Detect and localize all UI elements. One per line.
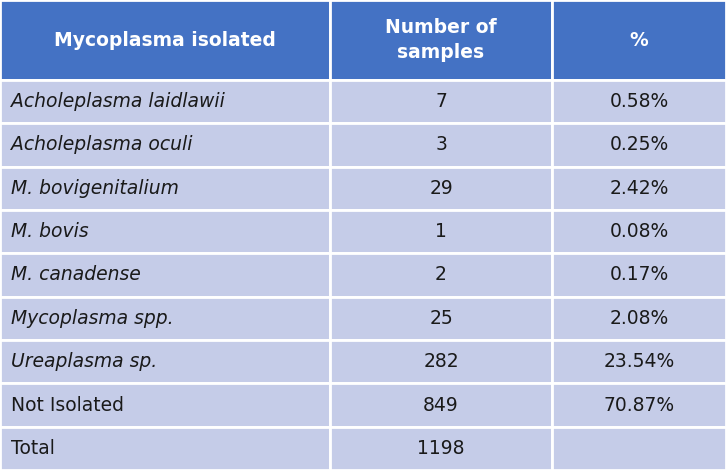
Bar	[330, 210, 552, 253]
Bar	[330, 427, 552, 470]
Bar	[0, 297, 330, 340]
Bar	[0, 340, 330, 384]
Text: 0.17%: 0.17%	[609, 266, 669, 284]
Text: Mycoplasma spp.: Mycoplasma spp.	[11, 309, 174, 328]
Bar	[330, 297, 552, 340]
Bar	[330, 167, 552, 210]
Text: 282: 282	[423, 352, 459, 371]
Bar	[552, 384, 726, 427]
Text: 2.42%: 2.42%	[609, 179, 669, 198]
Bar	[552, 340, 726, 384]
Text: 0.58%: 0.58%	[609, 92, 669, 111]
Bar	[330, 0, 552, 80]
Bar	[330, 80, 552, 123]
Bar	[0, 123, 330, 167]
Text: Acholeplasma oculi: Acholeplasma oculi	[11, 135, 192, 155]
Text: 70.87%: 70.87%	[603, 395, 674, 415]
Bar	[330, 340, 552, 384]
Bar	[0, 0, 330, 80]
Text: Total: Total	[11, 439, 54, 458]
Bar	[552, 0, 726, 80]
Text: 0.25%: 0.25%	[609, 135, 669, 155]
Bar	[552, 123, 726, 167]
Text: M. bovis: M. bovis	[11, 222, 89, 241]
Text: 849: 849	[423, 395, 459, 415]
Bar	[330, 384, 552, 427]
Bar	[552, 210, 726, 253]
Text: 2.08%: 2.08%	[609, 309, 669, 328]
Text: Not Isolated: Not Isolated	[11, 395, 124, 415]
Text: %: %	[629, 31, 648, 49]
Bar	[0, 427, 330, 470]
Bar	[330, 123, 552, 167]
Text: Acholeplasma laidlawii: Acholeplasma laidlawii	[11, 92, 225, 111]
Text: 1198: 1198	[417, 439, 465, 458]
Text: 1: 1	[435, 222, 447, 241]
Text: 25: 25	[429, 309, 453, 328]
Text: Ureaplasma sp.: Ureaplasma sp.	[11, 352, 157, 371]
Text: 29: 29	[429, 179, 453, 198]
Text: M. bovigenitalium: M. bovigenitalium	[11, 179, 179, 198]
Bar	[0, 253, 330, 297]
Text: 2: 2	[435, 266, 447, 284]
Bar	[0, 80, 330, 123]
Bar	[552, 297, 726, 340]
Text: 23.54%: 23.54%	[603, 352, 674, 371]
Text: M. canadense: M. canadense	[11, 266, 141, 284]
Text: 3: 3	[435, 135, 447, 155]
Bar	[0, 384, 330, 427]
Bar	[330, 253, 552, 297]
Bar	[0, 167, 330, 210]
Bar	[0, 210, 330, 253]
Text: Number of
samples: Number of samples	[386, 18, 497, 62]
Bar	[552, 167, 726, 210]
Text: 0.08%: 0.08%	[609, 222, 669, 241]
Text: Mycoplasma isolated: Mycoplasma isolated	[54, 31, 276, 49]
Bar	[552, 80, 726, 123]
Text: 7: 7	[435, 92, 447, 111]
Bar	[552, 253, 726, 297]
Bar	[552, 427, 726, 470]
